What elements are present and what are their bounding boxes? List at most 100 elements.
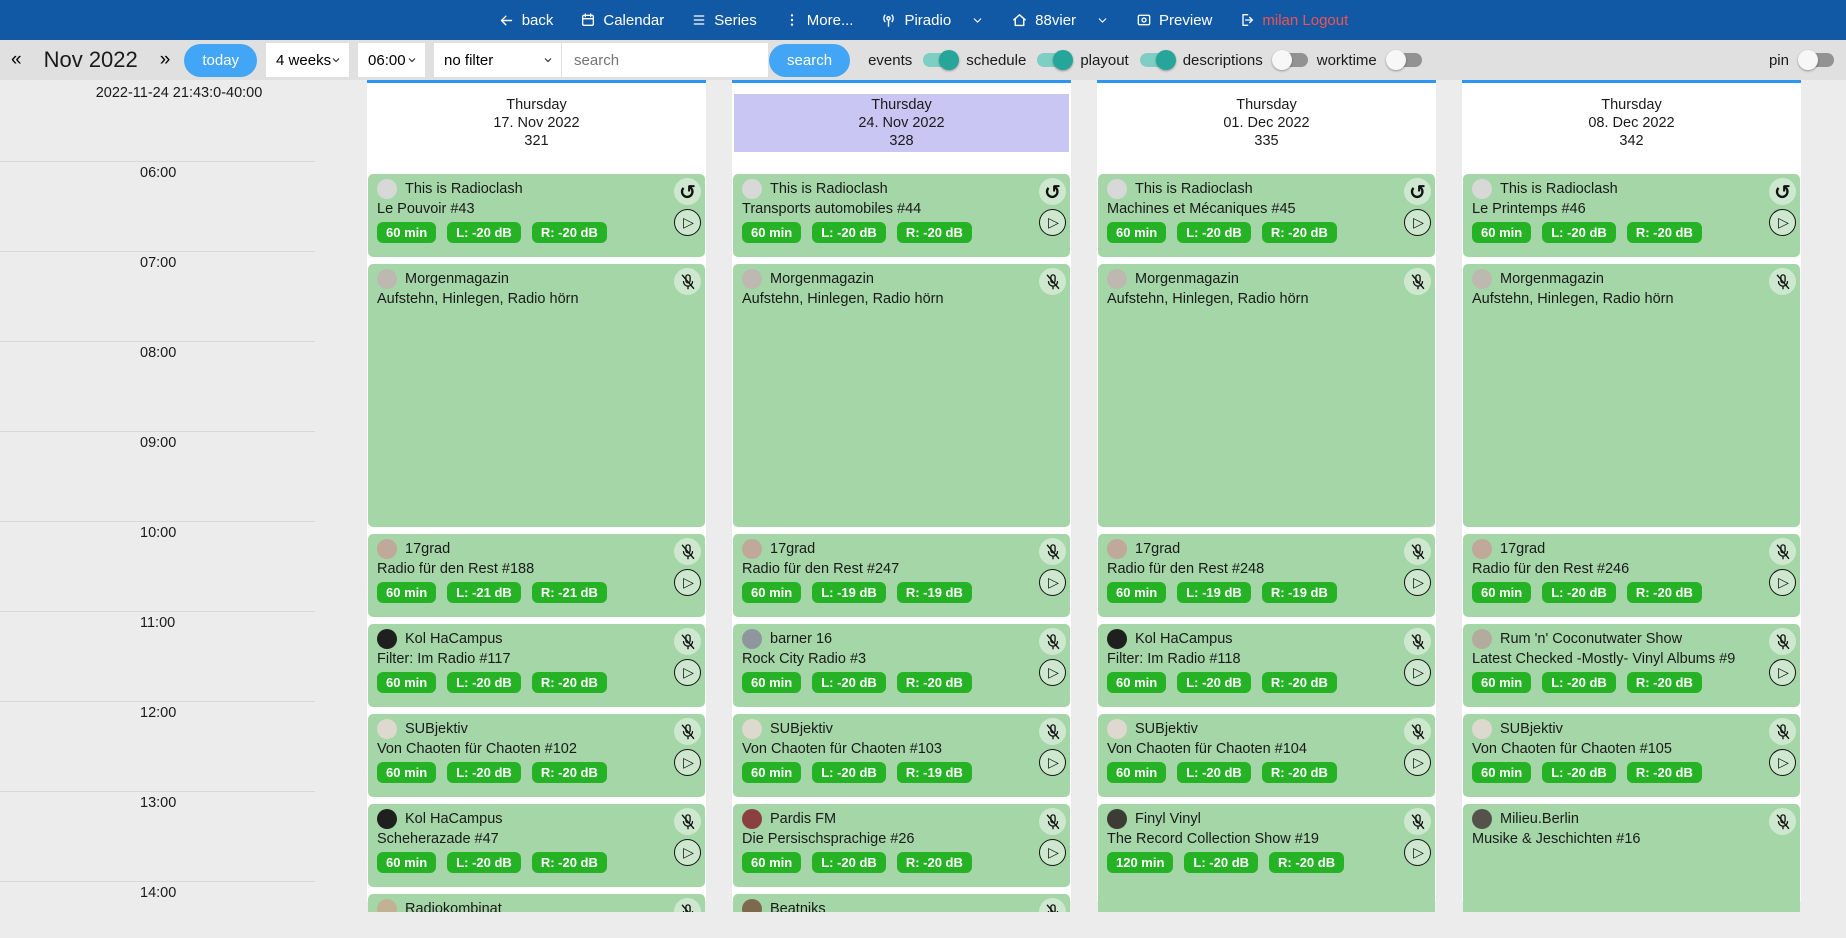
event-card[interactable]: This is Radioclash Le Pouvoir #43 60 min L… xyxy=(368,174,705,257)
event-card[interactable]: 17grad Radio für den Rest #246 60 min L: -… xyxy=(1463,534,1800,617)
event-card[interactable]: Kol HaCampus Filter: Im Radio #117 60 min… xyxy=(368,624,705,707)
event-card[interactable]: Morgenmagazin Aufstehn, Hinlegen, Radio … xyxy=(733,264,1070,527)
playout-toggle[interactable] xyxy=(1139,50,1176,70)
mic-off-icon[interactable] xyxy=(1769,808,1796,835)
event-card[interactable]: This is Radioclash Machines et Mécanique… xyxy=(1098,174,1435,257)
series-avatar xyxy=(1472,539,1492,559)
play-button[interactable]: ▷ xyxy=(1404,839,1431,866)
event-card[interactable]: SUBjektiv Von Chaoten für Chaoten #104 60… xyxy=(1098,714,1435,797)
play-button[interactable]: ▷ xyxy=(1039,749,1066,776)
mic-off-icon[interactable] xyxy=(1039,538,1066,565)
event-card[interactable]: Morgenmagazin Aufstehn, Hinlegen, Radio … xyxy=(1098,264,1435,527)
event-card[interactable]: 17grad Radio für den Rest #248 60 min L: -… xyxy=(1098,534,1435,617)
mic-off-icon[interactable] xyxy=(674,718,701,745)
event-card[interactable]: SUBjektiv Von Chaoten für Chaoten #102 60… xyxy=(368,714,705,797)
event-card[interactable]: Finyl Vinyl The Record Collection Show #… xyxy=(1098,804,1435,912)
repeat-icon-button[interactable]: ↺ xyxy=(1404,178,1431,205)
event-card[interactable]: Kol HaCampus Scheherazade #47 60 min L: -2… xyxy=(368,804,705,887)
mic-off-icon[interactable] xyxy=(674,538,701,565)
mic-off-icon[interactable] xyxy=(674,808,701,835)
event-card[interactable]: This is Radioclash Transports automobile… xyxy=(733,174,1070,257)
nav-item-back[interactable]: back xyxy=(498,12,553,29)
range-select[interactable]: 4 weeks xyxy=(266,43,359,77)
play-button[interactable]: ▷ xyxy=(1039,569,1066,596)
chevron-down-icon[interactable] xyxy=(1096,14,1109,27)
event-card[interactable]: Rum 'n' Coconutwater Show Latest Checked… xyxy=(1463,624,1800,707)
next-month-button[interactable]: » xyxy=(155,49,176,71)
nav-item-more[interactable]: More... xyxy=(784,12,853,29)
prev-month-button[interactable]: « xyxy=(6,49,27,71)
event-actions: ▷ xyxy=(1769,718,1796,776)
event-card[interactable]: 17grad Radio für den Rest #247 60 min L: -… xyxy=(733,534,1070,617)
nav-item-preview[interactable]: Preview xyxy=(1136,12,1212,29)
play-button[interactable]: ▷ xyxy=(1039,209,1066,236)
repeat-icon-button[interactable]: ↺ xyxy=(674,178,701,205)
play-button[interactable]: ▷ xyxy=(1404,209,1431,236)
schedule-toggle[interactable] xyxy=(1037,50,1074,70)
event-actions xyxy=(1404,268,1431,295)
mic-off-icon[interactable] xyxy=(1404,268,1431,295)
play-button[interactable]: ▷ xyxy=(1769,569,1796,596)
event-card[interactable]: Radiokombinat xyxy=(368,894,705,912)
mic-off-icon[interactable] xyxy=(674,898,701,912)
event-card[interactable]: Pardis FM Die Persischsprachige #26 60 mi… xyxy=(733,804,1070,887)
mic-off-icon[interactable] xyxy=(1404,808,1431,835)
play-button[interactable]: ▷ xyxy=(1039,659,1066,686)
nav-item-series[interactable]: Series xyxy=(691,12,757,29)
mic-off-icon[interactable] xyxy=(1769,538,1796,565)
event-badges: 60 min L: -20 dB R: -20 dB xyxy=(1107,222,1426,243)
nav-item-calendar[interactable]: Calendar xyxy=(580,12,664,29)
mic-off-icon[interactable] xyxy=(1039,808,1066,835)
event-card[interactable]: 17grad Radio für den Rest #188 60 min L: -… xyxy=(368,534,705,617)
events-toggle[interactable] xyxy=(923,50,960,70)
repeat-icon-button[interactable]: ↺ xyxy=(1769,178,1796,205)
mic-off-icon[interactable] xyxy=(674,268,701,295)
play-button[interactable]: ▷ xyxy=(1769,659,1796,686)
repeat-icon-button[interactable]: ↺ xyxy=(1039,178,1066,205)
mic-off-icon[interactable] xyxy=(1039,898,1066,912)
event-card[interactable]: barner 16 Rock City Radio #3 60 min L: -20… xyxy=(733,624,1070,707)
today-button[interactable]: today xyxy=(184,43,258,77)
pin-toggle[interactable] xyxy=(1798,50,1834,70)
event-card[interactable]: Kol HaCampus Filter: Im Radio #118 60 min… xyxy=(1098,624,1435,707)
play-button[interactable]: ▷ xyxy=(674,839,701,866)
event-card[interactable]: Beatniks xyxy=(733,894,1070,912)
play-button[interactable]: ▷ xyxy=(674,659,701,686)
search-input[interactable] xyxy=(562,43,769,77)
mic-off-icon[interactable] xyxy=(1404,538,1431,565)
mic-off-icon[interactable] xyxy=(1769,718,1796,745)
worktime-toggle[interactable] xyxy=(1385,50,1422,70)
search-button[interactable]: search xyxy=(769,43,851,77)
nav-item-piradio[interactable]: Piradio xyxy=(880,12,984,29)
play-button[interactable]: ▷ xyxy=(1039,839,1066,866)
event-card[interactable]: Milieu.Berlin Musike & Jeschichten #16 xyxy=(1463,804,1800,912)
mic-off-icon[interactable] xyxy=(674,628,701,655)
play-button[interactable]: ▷ xyxy=(674,569,701,596)
play-button[interactable]: ▷ xyxy=(1404,749,1431,776)
chevron-down-icon[interactable] xyxy=(971,14,984,27)
play-button[interactable]: ▷ xyxy=(1404,569,1431,596)
play-button[interactable]: ▷ xyxy=(1769,209,1796,236)
play-button[interactable]: ▷ xyxy=(674,749,701,776)
mic-off-icon[interactable] xyxy=(1769,628,1796,655)
event-card[interactable]: SUBjektiv Von Chaoten für Chaoten #105 60… xyxy=(1463,714,1800,797)
nav-item-logout[interactable]: milan Logout xyxy=(1239,12,1348,29)
event-card[interactable]: Morgenmagazin Aufstehn, Hinlegen, Radio … xyxy=(368,264,705,527)
mic-off-icon[interactable] xyxy=(1769,268,1796,295)
event-card[interactable]: SUBjektiv Von Chaoten für Chaoten #103 60… xyxy=(733,714,1070,797)
play-button[interactable]: ▷ xyxy=(1404,659,1431,686)
filter-select[interactable]: no filter xyxy=(434,43,562,77)
mic-off-icon[interactable] xyxy=(1039,718,1066,745)
mic-off-icon[interactable] xyxy=(1404,628,1431,655)
play-button[interactable]: ▷ xyxy=(674,209,701,236)
mic-off-icon[interactable] xyxy=(1039,268,1066,295)
event-card[interactable]: Morgenmagazin Aufstehn, Hinlegen, Radio … xyxy=(1463,264,1800,527)
play-button[interactable]: ▷ xyxy=(1769,749,1796,776)
start-time-select[interactable]: 06:00 xyxy=(358,43,433,77)
event-card[interactable]: This is Radioclash Le Printemps #46 60 mi… xyxy=(1463,174,1800,257)
column-day-number: 342 xyxy=(1619,133,1644,149)
descriptions-toggle[interactable] xyxy=(1271,50,1308,70)
nav-item-88vier[interactable]: 88vier xyxy=(1011,12,1109,29)
mic-off-icon[interactable] xyxy=(1404,718,1431,745)
mic-off-icon[interactable] xyxy=(1039,628,1066,655)
